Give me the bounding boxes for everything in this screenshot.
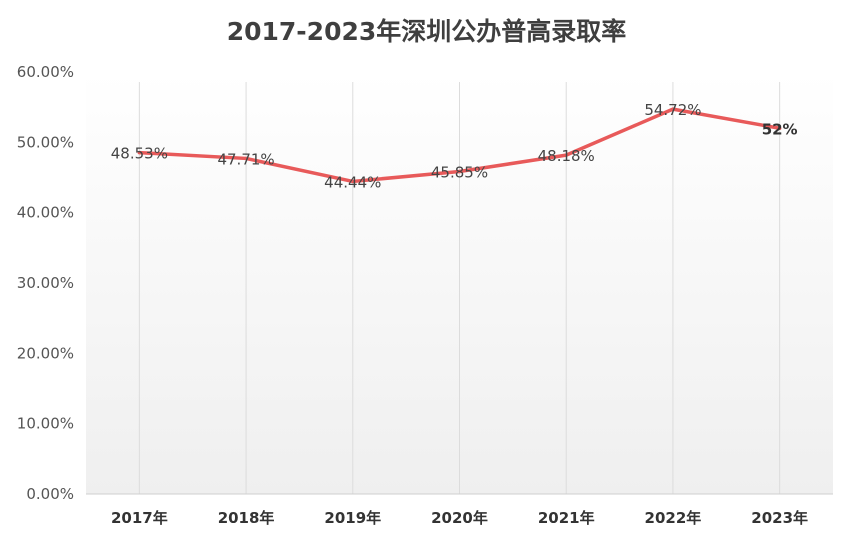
y-tick-label: 50.00%: [17, 133, 74, 151]
x-tick-label: 2018年: [218, 509, 275, 527]
x-tick-label: 2022年: [645, 509, 702, 527]
data-label: 45.85%: [431, 164, 488, 182]
data-label: 47.71%: [217, 150, 274, 168]
x-tick-label: 2020年: [431, 509, 488, 527]
data-point: [458, 170, 461, 174]
data-label: 52%: [762, 120, 798, 138]
x-tick-label: 2017年: [111, 509, 168, 527]
y-tick-label: 10.00%: [17, 415, 74, 433]
data-label: 54.72%: [644, 101, 701, 119]
y-tick-label: 0.00%: [26, 485, 74, 503]
data-point: [778, 126, 782, 130]
data-point: [671, 107, 675, 111]
data-point: [137, 151, 141, 155]
x-tick-label: 2023年: [751, 509, 808, 527]
data-label: 44.44%: [324, 173, 381, 191]
data-point: [564, 153, 568, 157]
y-tick-label: 40.00%: [17, 204, 74, 222]
y-tick-label: 20.00%: [17, 344, 74, 362]
y-tick-label: 30.00%: [17, 274, 74, 292]
data-point: [351, 179, 355, 183]
data-label: 48.18%: [538, 147, 595, 165]
x-tick-label: 2019年: [324, 509, 381, 527]
y-tick-label: 60.00%: [17, 63, 74, 81]
data-label: 48.53%: [111, 145, 168, 163]
data-point: [244, 156, 248, 160]
x-tick-label: 2021年: [538, 509, 595, 527]
chart-title: 2017-2023年深圳公办普高录取率: [226, 17, 627, 46]
